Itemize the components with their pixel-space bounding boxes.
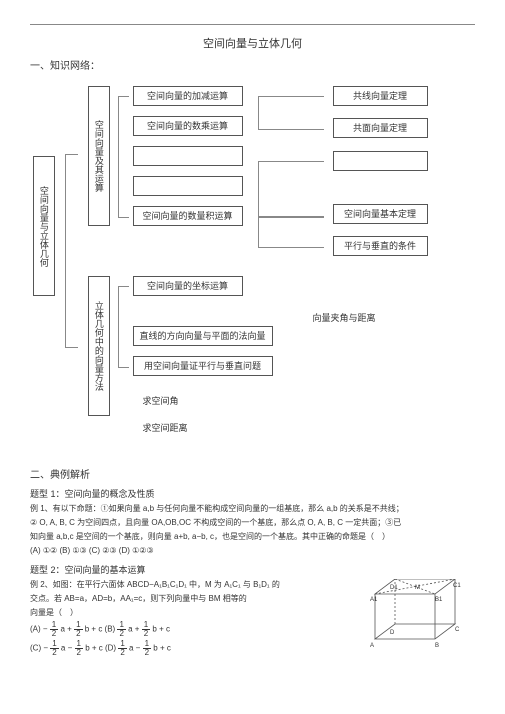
svg-text:A: A: [370, 643, 374, 649]
optA-mid: a +: [60, 625, 71, 634]
svg-text:B: B: [435, 643, 439, 649]
optC-mid: a −: [61, 644, 72, 653]
ex1-options: (A) ①② (B) ①③ (C) ②③ (D) ①②③: [30, 545, 475, 557]
connector-root: [65, 154, 78, 348]
node-col2b: 立体几何中的向量方法: [88, 276, 110, 416]
freelabel: 向量夹角与距离: [313, 311, 376, 324]
ex1-line3: 知向量 a,b,c 是空间的一个基底，则向量 a+b, a−b, c，也是空间的…: [30, 531, 475, 543]
connector-t2: [258, 161, 324, 218]
optC-mid3: a −: [129, 644, 140, 653]
connector-a: [118, 96, 129, 218]
node-r3: [133, 146, 243, 166]
node-r4: [133, 176, 243, 196]
frac-3: 12: [117, 621, 125, 638]
node-r7: 直线的方向向量与平面的法向量: [133, 326, 273, 346]
section-2-head: 二、典例解析: [30, 466, 475, 481]
svg-text:B1: B1: [435, 597, 443, 603]
ex1-line2: ② O, A, B, C 为空间四点，且向量 OA,OB,OC 不构成空间的一个…: [30, 517, 475, 529]
ex1-line1: 例 1、有以下命题：①如果向量 a,b 与任何向量不能构成空间向量的一组基底，那…: [30, 503, 475, 515]
svg-text:M: M: [415, 585, 420, 591]
connector-t1: [258, 96, 324, 130]
node-t2: 共面向量定理: [333, 118, 428, 138]
topic-2: 题型 2：空间向量的基本运算: [30, 563, 475, 576]
node-t5: 平行与垂直的条件: [333, 236, 428, 256]
node-r9: 求空间角: [143, 394, 179, 407]
optC-pre: (C) −: [30, 644, 48, 653]
optA-mid3: a +: [128, 625, 139, 634]
optA-end: b + c: [152, 625, 170, 634]
node-r5: 空间向量的数量积运算: [133, 206, 243, 226]
node-r8: 用空间向量证平行与垂直问题: [133, 356, 273, 376]
frac-7: 12: [118, 640, 126, 657]
frac-1: 12: [50, 621, 58, 638]
svg-text:A1: A1: [370, 597, 378, 603]
cube-diagram: D1 M C1 A1 B1 D C A B: [365, 579, 475, 654]
svg-text:C: C: [455, 627, 460, 633]
node-r6: 空间向量的坐标运算: [133, 276, 243, 296]
section-1-head: 一、知识网络：: [30, 57, 475, 72]
optA-pre: (A) −: [30, 625, 48, 634]
node-r2: 空间向量的数乘运算: [133, 116, 243, 136]
svg-text:C1: C1: [453, 583, 461, 589]
frac-5: 12: [50, 640, 58, 657]
connector-b: [118, 286, 129, 368]
node-r10: 求空间距离: [143, 421, 188, 434]
frac-2: 12: [74, 621, 82, 638]
main-title: 空间向量与立体几何: [30, 35, 475, 51]
node-col2a: 空间向量及其运算: [88, 86, 110, 226]
optC-end: b + c: [153, 644, 171, 653]
node-t1: 共线向量定理: [333, 86, 428, 106]
optC-mid2: b + c (D): [85, 644, 118, 653]
topic-1: 题型 1：空间向量的概念及性质: [30, 487, 475, 500]
knowledge-flowchart: 空间向量与立体几何 空间向量及其运算 立体几何中的向量方法 空间向量的加减运算 …: [33, 76, 473, 456]
connector-t3: [258, 216, 324, 248]
optA-mid2: b + c (B): [85, 625, 118, 634]
top-rule: [30, 24, 475, 25]
svg-text:D1: D1: [390, 585, 398, 591]
node-t3: [333, 151, 428, 171]
svg-text:D: D: [390, 630, 395, 636]
frac-6: 12: [75, 640, 83, 657]
node-t4: 空间向量基本定理: [333, 204, 428, 224]
frac-8: 12: [143, 640, 151, 657]
node-r1: 空间向量的加减运算: [133, 86, 243, 106]
node-root: 空间向量与立体几何: [33, 156, 55, 296]
frac-4: 12: [142, 621, 150, 638]
